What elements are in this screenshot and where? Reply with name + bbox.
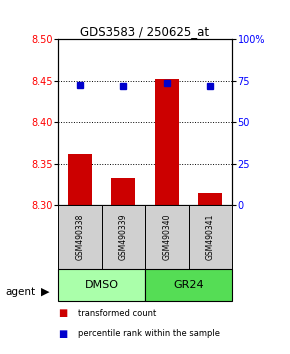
Bar — [102, 205, 145, 269]
Text: agent: agent — [6, 287, 36, 297]
Text: ■: ■ — [58, 329, 67, 339]
Title: GDS3583 / 250625_at: GDS3583 / 250625_at — [80, 25, 210, 38]
Text: GR24: GR24 — [173, 280, 204, 290]
Bar — [188, 205, 232, 269]
Bar — [145, 269, 232, 301]
Text: GSM490338: GSM490338 — [75, 214, 84, 261]
Text: GSM490341: GSM490341 — [206, 214, 215, 261]
Text: transformed count: transformed count — [78, 309, 157, 318]
Bar — [111, 178, 135, 205]
Text: GSM490339: GSM490339 — [119, 214, 128, 261]
Bar — [68, 154, 92, 205]
Text: percentile rank within the sample: percentile rank within the sample — [78, 329, 220, 338]
Bar — [58, 269, 145, 301]
Bar — [155, 79, 179, 205]
Bar — [198, 193, 222, 205]
Text: ■: ■ — [58, 308, 67, 318]
Bar — [58, 205, 102, 269]
Bar — [145, 205, 188, 269]
Text: ▶: ▶ — [41, 287, 49, 297]
Text: GSM490340: GSM490340 — [162, 214, 171, 261]
Text: DMSO: DMSO — [84, 280, 119, 290]
